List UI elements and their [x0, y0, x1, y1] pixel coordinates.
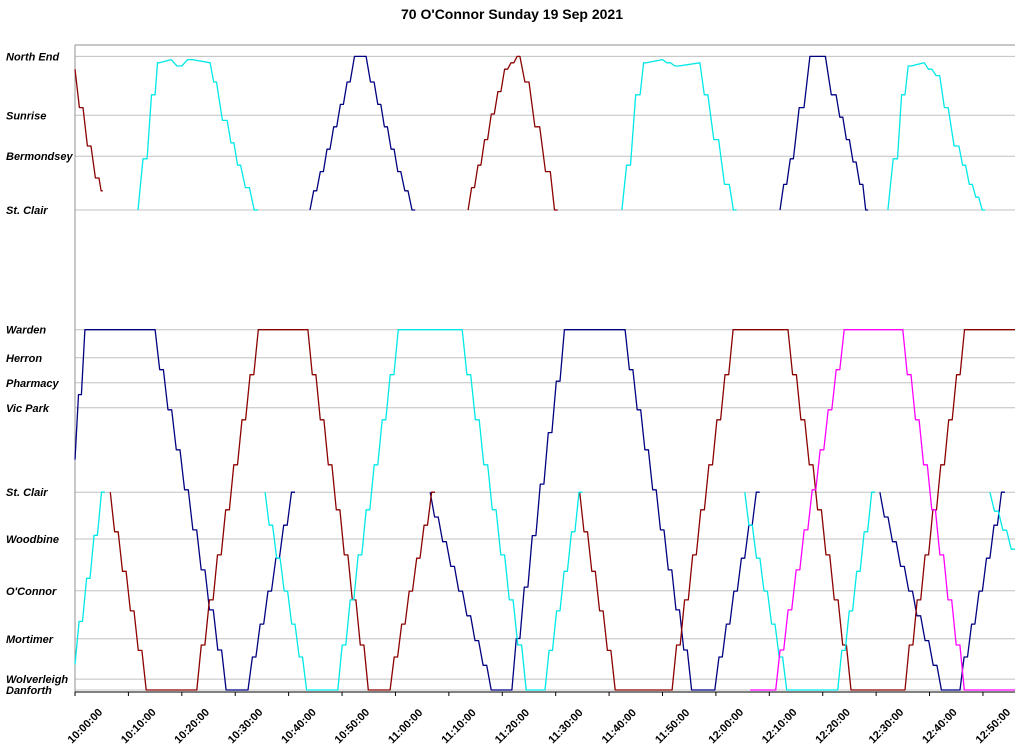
trip-line-vehicle-navy-1 [309, 55, 416, 211]
x-tick-label: 10:00:00 [66, 706, 106, 746]
station-label-woodbine: Woodbine [6, 534, 59, 546]
station-label-o-connor: O'Connor [6, 586, 57, 598]
x-tick-label: 12:20:00 [813, 706, 853, 746]
trip-line-vehicle-cyan-6 [989, 492, 1015, 550]
trip-line-vehicle-navy-0 [74, 329, 295, 691]
chart-title: 70 O'Connor Sunday 19 Sep 2021 [401, 6, 623, 22]
x-tick-label: 11:40:00 [600, 707, 639, 746]
x-tick-label: 11:50:00 [653, 707, 692, 746]
x-tick-label: 10:20:00 [172, 706, 212, 746]
station-label-st-clair: St. Clair [6, 487, 48, 499]
station-label-bermondsey: Bermondsey [6, 151, 74, 163]
trip-line-vehicle-cyan-1 [137, 58, 259, 211]
trip-line-vehicle-darkred-2 [467, 55, 558, 211]
trip-line-vehicle-cyan-4 [744, 491, 876, 691]
x-tick-label: 11:20:00 [493, 707, 532, 746]
x-tick-label: 12:00:00 [707, 706, 747, 746]
x-tick-label: 12:10:00 [760, 706, 800, 746]
trip-line-vehicle-cyan-0 [74, 491, 105, 665]
station-label-wolverleigh: Wolverleigh [6, 674, 68, 686]
station-label-north-end: North End [6, 51, 59, 63]
x-tick-label: 11:30:00 [546, 707, 585, 746]
x-tick-label: 12:40:00 [920, 706, 960, 746]
trip-line-vehicle-cyan-5 [887, 62, 986, 211]
station-label-pharmacy: Pharmacy [6, 378, 59, 390]
x-tick-label: 10:10:00 [119, 706, 159, 746]
x-tick-label: 11:10:00 [440, 707, 479, 746]
x-tick-label: 11:00:00 [386, 707, 425, 746]
trip-line-vehicle-navy-4 [879, 491, 1005, 691]
trip-line-vehicle-navy-3 [779, 55, 869, 211]
trip-line-vehicle-cyan-2 [264, 329, 583, 691]
station-label-warden: Warden [6, 325, 46, 337]
station-label-st-clair: St. Clair [6, 205, 48, 217]
x-tick-label: 12:30:00 [867, 706, 907, 746]
station-label-mortimer: Mortimer [6, 634, 54, 646]
trip-line-vehicle-magenta-0 [750, 329, 1015, 691]
station-label-herron: Herron [6, 353, 42, 365]
x-tick-label: 10:30:00 [226, 706, 266, 746]
trip-line-vehicle-darkred-0 [74, 69, 103, 192]
x-tick-label: 10:40:00 [279, 706, 319, 746]
trip-line-vehicle-darkred-3 [579, 329, 1015, 691]
trip-line-vehicle-cyan-3 [621, 58, 737, 211]
x-tick-label: 12:50:00 [974, 706, 1014, 746]
station-label-vic-park: Vic Park [6, 403, 50, 415]
station-label-danforth: Danforth [6, 685, 52, 697]
trip-line-vehicle-darkred-1 [109, 329, 435, 691]
trip-line-vehicle-navy-2 [429, 329, 760, 691]
x-tick-label: 10:50:00 [333, 706, 373, 746]
station-label-sunrise: Sunrise [6, 110, 46, 122]
